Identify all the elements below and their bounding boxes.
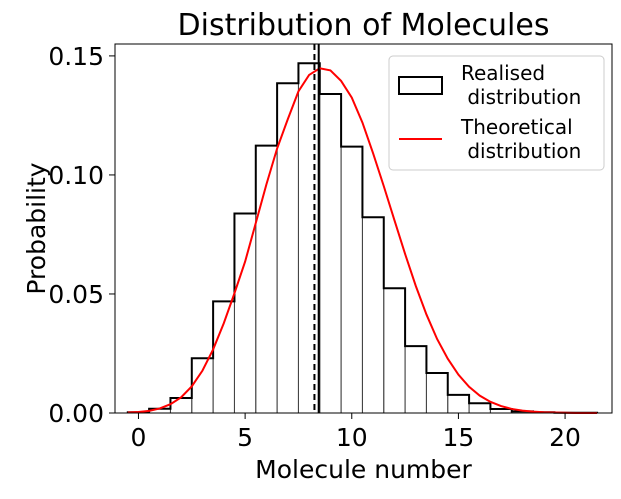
histogram-bar: [213, 301, 234, 413]
y-tick-label: 0.15: [48, 42, 104, 71]
histogram-bar: [277, 83, 298, 413]
histogram-bar: [234, 214, 255, 413]
histogram-bar: [341, 147, 362, 413]
histogram-bar: [384, 288, 405, 413]
histogram-bar: [426, 373, 447, 413]
legend: Realised distribution Theoretical distri…: [389, 56, 604, 170]
histogram-bar: [192, 358, 213, 413]
x-tick-label: 20: [549, 423, 581, 452]
x-tick-label: 5: [237, 423, 253, 452]
histogram-bar: [405, 346, 426, 413]
y-tick-label: 0.10: [48, 161, 104, 190]
x-tick-label: 15: [443, 423, 475, 452]
histogram-bar: [170, 398, 191, 413]
histogram-bar: [469, 403, 490, 413]
x-axis-ticks: 0 5 10 15 20: [131, 413, 581, 452]
legend-label-theoretical: Theoretical distribution: [460, 115, 581, 163]
x-tick-label: 0: [131, 423, 147, 452]
x-tick-label: 10: [336, 423, 368, 452]
histogram-bar: [362, 217, 383, 413]
histogram-bar: [298, 63, 319, 413]
y-axis-label: Probability: [22, 162, 51, 294]
y-axis-ticks: 0.00 0.05 0.10 0.15: [48, 42, 115, 428]
chart-title: Distribution of Molecules: [178, 8, 550, 43]
x-axis-label: Molecule number: [255, 455, 472, 484]
histogram-bar: [320, 94, 341, 413]
y-tick-label: 0.00: [48, 399, 104, 428]
y-tick-label: 0.05: [48, 280, 104, 309]
histogram-bar: [448, 395, 469, 413]
